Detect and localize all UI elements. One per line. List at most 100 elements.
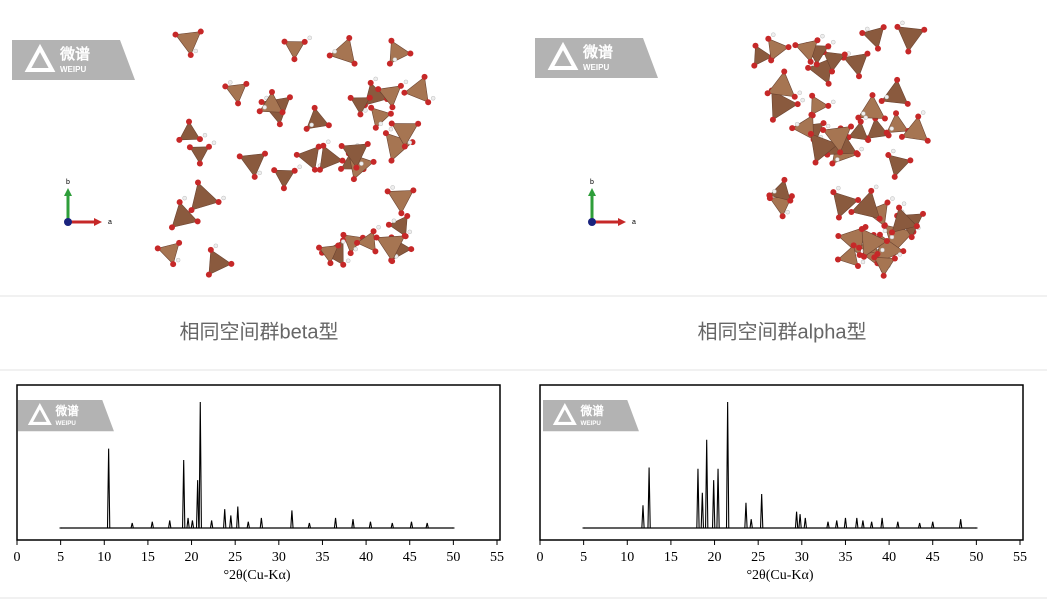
tetrahedron (811, 95, 829, 116)
hydrogen-atom (859, 146, 864, 152)
oxygen-atom (205, 143, 212, 150)
peak (803, 517, 807, 529)
oxygen-atom (243, 80, 250, 87)
tetrahedron (319, 145, 344, 171)
oxygen-atom (385, 221, 392, 228)
x-tick-label: 5 (580, 550, 587, 565)
peak (700, 492, 705, 529)
oxygen-atom (154, 245, 161, 252)
oxygen-atom (884, 199, 891, 206)
x-tick-label: 10 (97, 550, 111, 565)
oxygen-atom (370, 158, 377, 165)
oxygen-atom (859, 29, 866, 36)
peak (130, 522, 134, 529)
peak (835, 520, 839, 529)
hydrogen-atom (211, 140, 217, 146)
oxygen-atom (848, 208, 855, 215)
logo-icon (24, 43, 56, 72)
oxygen-atom (781, 68, 788, 75)
oxygen-atom (425, 99, 432, 106)
oxygen-atom (853, 150, 860, 157)
oxygen-atom (878, 98, 885, 105)
hydrogen-atom (882, 228, 888, 234)
caption: 相同空间群beta型 (180, 320, 339, 343)
logo-sub: WEIPU (60, 65, 86, 74)
oxygen-atom (894, 76, 901, 83)
hydrogen-atom (378, 121, 384, 127)
peak (351, 519, 355, 529)
oxygen-atom (812, 159, 819, 166)
tetrahedron (861, 26, 885, 50)
logo-sub: WEIPU (55, 420, 76, 427)
oxygen-atom (325, 122, 332, 129)
oxygen-atom (387, 110, 394, 117)
tetrahedron (753, 45, 773, 67)
oxygen-atom (176, 136, 183, 143)
oxygen-atom (291, 56, 298, 63)
hydrogen-atom (880, 247, 885, 253)
oxygen-atom (814, 37, 821, 44)
x-tick-label: 35 (315, 550, 329, 565)
oxygen-atom (286, 94, 293, 101)
peak (198, 401, 202, 529)
oxygen-atom (794, 101, 801, 108)
peak (307, 522, 312, 529)
tetrahedron (376, 235, 406, 262)
hydrogen-atom (353, 246, 358, 252)
peak (223, 509, 227, 529)
x-tick-label: 50 (969, 550, 983, 565)
oxygen-atom (893, 110, 900, 117)
tetrahedron (273, 169, 296, 189)
oxygen-atom (326, 52, 333, 59)
oxygen-atom (364, 141, 371, 148)
hydrogen-atom (373, 76, 378, 82)
x-tick-label: 20 (708, 550, 722, 565)
oxygen-atom (900, 248, 907, 255)
oxygen-atom (913, 223, 920, 230)
peak (880, 517, 884, 529)
x-tick-label: 55 (490, 550, 504, 565)
oxygen-atom (235, 100, 242, 107)
x-tick-label: 30 (795, 550, 809, 565)
hydrogen-atom (901, 201, 907, 206)
oxygen-atom (316, 244, 323, 251)
x-tick-label: 55 (1013, 550, 1027, 565)
hydrogen-atom (884, 94, 889, 100)
peak (855, 517, 859, 529)
oxygen-atom (880, 272, 887, 279)
peak (826, 521, 830, 529)
oxygen-atom (820, 127, 827, 134)
hydrogen-atom (326, 139, 331, 144)
oxygen-atom (891, 173, 898, 180)
oxygen-atom (825, 80, 832, 87)
tetrahedron (873, 257, 896, 277)
peak (931, 521, 935, 529)
x-tick-label: 30 (272, 550, 286, 565)
oxygen-atom (766, 192, 773, 199)
hydrogen-atom (890, 196, 895, 201)
oxygen-atom (196, 160, 203, 167)
oxygen-atom (854, 263, 861, 270)
oxygen-atom (751, 62, 758, 69)
oxygen-atom (898, 133, 905, 140)
tetrahedron (391, 123, 419, 148)
tetrahedron (171, 201, 199, 228)
hydrogen-atom (831, 99, 836, 105)
tetrahedron (901, 115, 929, 142)
oxygen-atom (197, 28, 204, 35)
tetrahedron (329, 37, 355, 65)
hydrogen-atom (392, 57, 398, 62)
tetrahedron (356, 230, 376, 252)
oxygen-atom (408, 246, 415, 253)
hydrogen-atom (257, 170, 262, 176)
oxygen-atom (346, 35, 353, 42)
tetrahedron (191, 181, 220, 211)
oxygen-atom (924, 137, 931, 144)
oxygen-atom (407, 50, 414, 57)
peak (744, 502, 748, 529)
tetrahedron (370, 107, 392, 129)
oxygen-atom (340, 261, 347, 268)
x-tick-label: 0 (537, 550, 544, 565)
hydrogen-atom (391, 218, 397, 224)
oxygen-atom (388, 37, 395, 44)
